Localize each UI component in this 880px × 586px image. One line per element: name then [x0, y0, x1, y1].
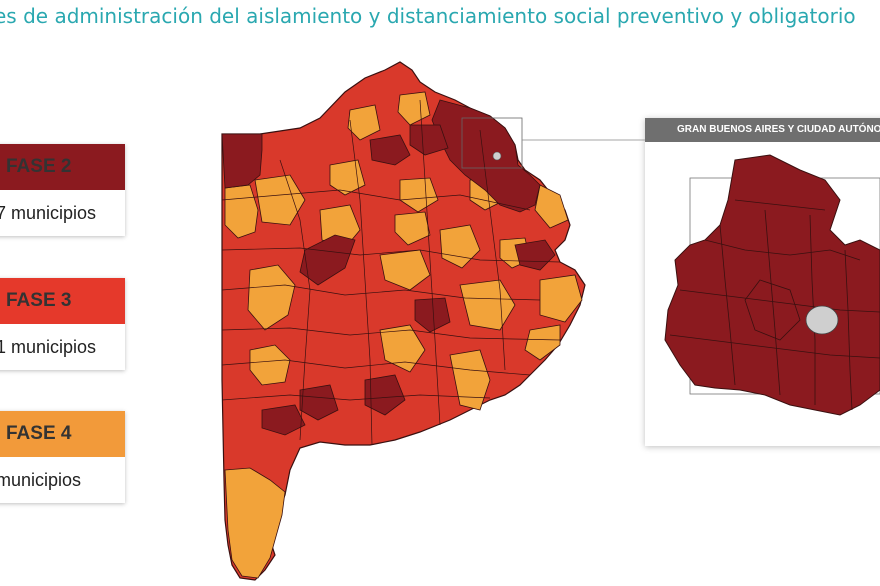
- gba-border-line: [744, 279, 801, 341]
- gba-border-line: [679, 289, 880, 313]
- legend-fase-3: FASE 3 1 municipios: [0, 278, 125, 370]
- gba-border-line: [704, 239, 861, 261]
- border-line: [221, 247, 561, 263]
- legend-fase-4: FASE 4 municipios: [0, 411, 125, 503]
- region-west-1: [224, 184, 259, 239]
- border-line: [419, 99, 441, 426]
- page-title: es de administración del aislamiento y d…: [0, 4, 856, 28]
- inset-map: [664, 154, 880, 416]
- legend-fase-2-label: FASE 2: [0, 144, 125, 190]
- inset-title: GRAN BUENOS AIRES Y CIUDAD AUTÓNOMA: [645, 118, 880, 142]
- region-north-3: [397, 91, 431, 126]
- border-line: [221, 284, 541, 301]
- region-mid-dark-3: [299, 384, 339, 421]
- legend-fase-2: FASE 2 7 municipios: [0, 144, 125, 236]
- region-north-dark-1: [369, 134, 411, 166]
- region-northeast-1: [534, 184, 569, 229]
- gba-border-line: [734, 199, 826, 211]
- region-north-2: [347, 104, 381, 141]
- fase-2-regions: [221, 99, 556, 436]
- border-line: [349, 119, 373, 446]
- region-center-dark: [299, 234, 356, 286]
- region-amba: [431, 99, 541, 213]
- region-center-7: [394, 211, 431, 246]
- border-line: [279, 159, 311, 441]
- region-mid-dark: [364, 374, 406, 416]
- region-center-1: [249, 344, 291, 386]
- legend-fase-2-count: 7 municipios: [0, 190, 125, 236]
- municipal-borders: [221, 99, 561, 446]
- gba-outline: [664, 154, 880, 416]
- legend-fase-3-count: 1 municipios: [0, 324, 125, 370]
- region-north-dark-2: [409, 124, 449, 156]
- region-east-2: [459, 279, 516, 331]
- legend-fase-4-count: municipios: [0, 457, 125, 503]
- region-mid-dark-2: [414, 297, 451, 333]
- legend-fase-3-label: FASE 3: [0, 278, 125, 324]
- caba-marker: [492, 151, 502, 161]
- gba-border-line: [719, 224, 736, 386]
- border-line: [221, 189, 531, 211]
- region-south-dark: [261, 404, 306, 436]
- gba-border-line: [764, 209, 781, 396]
- border-line: [479, 129, 506, 371]
- gba-border-line: [669, 334, 880, 359]
- caba-inset: [805, 305, 839, 335]
- legend-fase-4-label: FASE 4: [0, 411, 125, 457]
- region-west-2: [247, 264, 296, 331]
- region-east-dark: [514, 239, 556, 271]
- border-line: [221, 359, 531, 376]
- region-northwest: [221, 133, 263, 189]
- inset-connector: [461, 117, 645, 169]
- border-line: [221, 394, 491, 401]
- border-line: [221, 327, 561, 341]
- region-center-4: [379, 324, 426, 373]
- region-coast-2: [524, 324, 561, 361]
- region-coast-1: [539, 274, 583, 323]
- gba-border-line: [844, 249, 853, 411]
- amba-highlight-box: [461, 117, 523, 169]
- region-patagones: [224, 467, 286, 579]
